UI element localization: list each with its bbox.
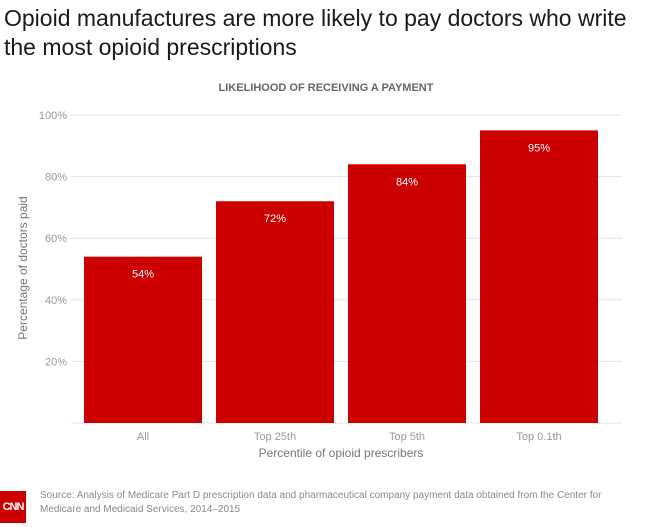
y-tick-label: 40% (45, 295, 67, 307)
bar-top-25th (216, 201, 334, 423)
x-tick-label: Top 5th (389, 431, 425, 443)
y-tick-label: 60% (45, 233, 67, 245)
data-label: 95% (528, 142, 550, 154)
chart-title: LIKELIHOOD OF RECEIVING A PAYMENT (219, 82, 434, 94)
source-note: Source: Analysis of Medicare Part D pres… (40, 490, 602, 515)
data-label: 72% (264, 213, 286, 225)
x-tick-label: Top 0.1th (516, 431, 561, 443)
x-tick-label: Top 25th (254, 431, 296, 443)
y-axis-title: Percentage of doctors paid (16, 196, 30, 339)
y-tick-label: 80% (45, 172, 67, 184)
bar-top-5th (348, 164, 466, 423)
x-axis-title: Percentile of opioid prescribers (259, 446, 424, 460)
bar-all (84, 256, 202, 423)
bar-top-0-1th (480, 130, 598, 423)
y-tick-label: 100% (39, 110, 67, 122)
bar-chart: LIKELIHOOD OF RECEIVING A PAYMENT 20% 40% 6… (16, 82, 622, 460)
data-label: 54% (132, 269, 154, 281)
x-tick-label: All (137, 431, 149, 443)
y-tick-label: 20% (45, 356, 67, 368)
cnn-logo: CNN (0, 491, 26, 523)
page-title: Opioid manufactures are more likely to p… (4, 5, 627, 60)
data-label: 84% (396, 176, 418, 188)
